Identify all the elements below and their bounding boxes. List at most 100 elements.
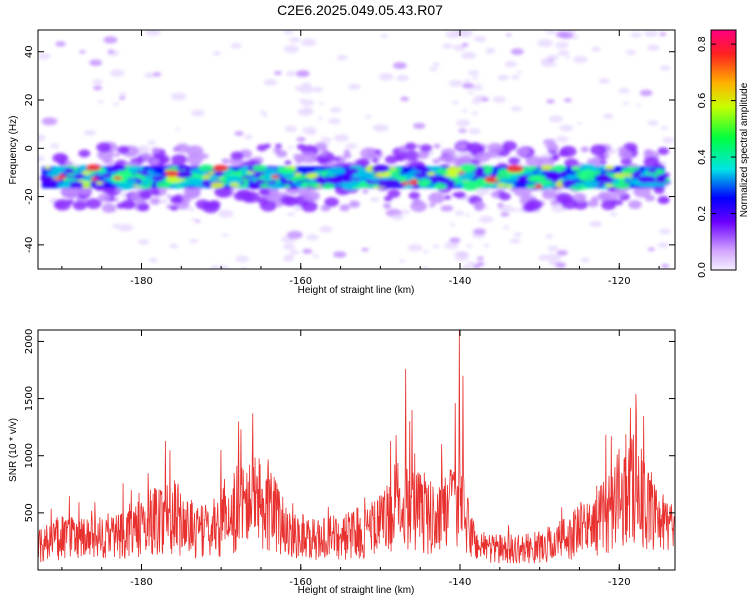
heatmap-halo — [408, 191, 421, 200]
heatmap-band-blob — [457, 173, 474, 181]
spectrogram-ytick-label: 0 — [24, 145, 35, 151]
heatmap-speckle — [659, 32, 667, 36]
heatmap-speckle — [112, 223, 122, 229]
heatmap-band-blob — [413, 165, 428, 172]
heatmap-blobs — [38, 30, 675, 269]
heatmap-halo — [497, 202, 504, 208]
heatmap-halo — [78, 149, 91, 158]
heatmap-speckle — [461, 264, 472, 269]
heatmap-speckle — [380, 33, 388, 38]
heatmap-halo — [374, 149, 382, 155]
colorbar-tick-label: 0.0 — [697, 262, 708, 278]
heatmap-speckle — [495, 156, 503, 160]
heatmap-halo — [343, 149, 351, 154]
heatmap-band-blob — [417, 179, 432, 186]
page-title: C2E6.2025.049.05.43.R07 — [277, 2, 443, 18]
heatmap-halo — [618, 149, 633, 160]
heatmap-speckle — [38, 52, 51, 60]
heatmap-band-blob — [308, 182, 320, 188]
heatmap-speckle — [473, 35, 487, 43]
heatmap-speckle — [103, 36, 118, 44]
heatmap-speckle — [457, 30, 474, 38]
heatmap-band-blob — [575, 170, 589, 177]
heatmap-band-blob — [93, 174, 101, 178]
heatmap-halo — [403, 150, 420, 162]
snr-xtick-label: -180 — [130, 577, 153, 588]
heatmap-band-blob — [291, 173, 308, 181]
heatmap-speckle — [318, 102, 325, 106]
heatmap-band-blob — [101, 173, 112, 179]
heatmap-halo — [541, 189, 557, 200]
heatmap-halo — [599, 160, 607, 165]
heatmap-band-blob — [115, 170, 132, 178]
heatmap-band-blob — [462, 181, 475, 188]
heatmap-halo — [214, 186, 232, 198]
heatmap-band-blob — [89, 170, 97, 174]
heatmap-halo — [295, 158, 304, 164]
heatmap-speckle — [646, 44, 660, 51]
spectrogram-x-label: Height of straight line (km) — [298, 285, 415, 296]
heatmap-halo — [256, 144, 268, 152]
heatmap-band-blob — [151, 175, 165, 182]
spectrogram-panel: -180 -160 -140 -120 -40 -20 0 20 40 Height of st… — [8, 29, 676, 296]
heatmap-speckle — [295, 70, 310, 78]
heatmap-band-blob — [222, 169, 233, 175]
heatmap-speckle — [510, 106, 522, 112]
heatmap-halo — [558, 149, 570, 157]
heatmap-speckle — [195, 219, 201, 223]
heatmap-halo — [283, 196, 299, 207]
heatmap-band-blob — [539, 179, 553, 186]
heatmap-halo — [456, 142, 467, 150]
heatmap-speckle — [259, 110, 267, 115]
heatmap-speckle — [361, 247, 369, 252]
spectrogram-xtick-label: -160 — [289, 276, 312, 287]
heatmap-halo — [362, 189, 369, 194]
heatmap-band-blob — [229, 182, 240, 187]
heatmap-speckle — [471, 99, 482, 105]
heatmap-halo — [580, 146, 590, 153]
heatmap-speckle — [461, 51, 477, 60]
heatmap-speckle — [639, 89, 653, 97]
heatmap-halo — [590, 144, 607, 156]
heatmap-speckle — [475, 187, 491, 195]
heatmap-speckle — [563, 98, 572, 103]
colorbar-tick-label: 0.4 — [697, 149, 708, 165]
heatmap-halo — [628, 200, 642, 210]
heatmap-halo — [384, 155, 398, 164]
heatmap-speckle — [659, 65, 671, 71]
heatmap-band-blob — [415, 172, 428, 179]
heatmap-band-blob — [573, 183, 582, 188]
heatmap-speckle — [273, 70, 282, 75]
heatmap-speckle — [444, 241, 459, 250]
heatmap-speckle — [549, 115, 564, 123]
heatmap-speckle — [399, 259, 406, 263]
heatmap-halo — [546, 143, 559, 152]
heatmap-speckle — [301, 38, 317, 47]
heatmap-halo — [432, 158, 440, 164]
heatmap-halo — [97, 149, 114, 161]
heatmap-speckle — [459, 127, 466, 131]
colorbar-gradient — [711, 30, 736, 270]
snr-ytick-label: 2000 — [24, 329, 35, 354]
snr-ytick-label: 1500 — [24, 386, 35, 411]
heatmap-band-blob — [648, 180, 655, 184]
heatmap-speckle — [662, 137, 675, 144]
heatmap-band-blob — [657, 174, 667, 179]
heatmap-speckle — [660, 126, 668, 130]
heatmap-band-blob — [50, 166, 66, 174]
heatmap-speckle — [370, 197, 380, 202]
heatmap-speckle — [41, 117, 58, 126]
heatmap-speckle — [591, 46, 601, 52]
heatmap-speckle — [440, 205, 454, 212]
heatmap-speckle — [148, 257, 159, 263]
heatmap-speckle — [510, 75, 520, 80]
heatmap-band-blob — [623, 176, 633, 181]
heatmap-speckle — [189, 238, 199, 244]
heatmap-speckle — [286, 230, 303, 239]
heatmap-speckle — [294, 86, 303, 91]
heatmap-speckle — [320, 136, 332, 143]
heatmap-halo — [230, 151, 244, 160]
heatmap-halo — [383, 195, 393, 202]
heatmap-speckle — [478, 215, 494, 224]
heatmap-halo — [141, 152, 152, 160]
